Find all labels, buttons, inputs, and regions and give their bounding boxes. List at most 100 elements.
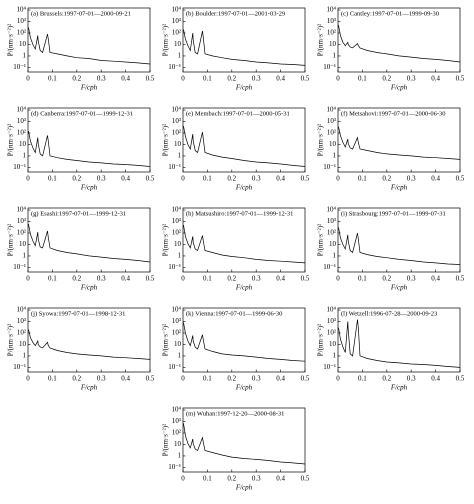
y-tick-label: 1	[23, 252, 27, 260]
x-tick-label: 0.2	[72, 375, 81, 383]
y-tick-label: 10²	[327, 229, 336, 237]
x-tick-label: 0	[181, 175, 185, 183]
x-tick-label: 0.1	[203, 375, 212, 383]
x-tick-label: 0.1	[203, 75, 212, 83]
x-tick-label: 0.5	[301, 175, 310, 183]
y-axis-label: P/(nm·s⁻²)²	[7, 324, 15, 356]
x-tick-label: 0.3	[97, 175, 106, 183]
y-tick-label: 10	[174, 440, 182, 448]
y-tick-label: 10⁴	[172, 6, 182, 14]
plot-frame	[27, 207, 151, 273]
x-tick-label: 0.1	[48, 375, 57, 383]
y-tick-label: 1	[178, 252, 182, 260]
y-tick-label: 10³	[327, 17, 336, 25]
x-tick-label: 0	[336, 75, 340, 83]
y-tick-label: 10⁴	[327, 6, 337, 14]
x-axis-label: F/cph	[235, 484, 253, 492]
y-tick-label: 10⁻¹	[323, 263, 336, 271]
spectrum-line	[28, 224, 151, 263]
y-tick-label: 10²	[17, 129, 26, 137]
panel-title: (h) Matsushiro:1997-07-01—1999-12-31	[186, 210, 293, 217]
y-tick-label: 10²	[327, 329, 336, 337]
spectrum-line	[338, 24, 461, 63]
x-tick-label: 0.4	[121, 175, 130, 183]
y-tick-label: 10⁻¹	[323, 363, 336, 371]
spectrum-line	[28, 27, 151, 65]
x-tick-label: 0.4	[121, 75, 130, 83]
x-axis-label: F/cph	[390, 84, 408, 92]
plot-frame	[337, 7, 461, 73]
x-tick-label: 0	[26, 275, 30, 283]
y-tick-label: 10	[329, 240, 337, 248]
plot-frame	[182, 7, 306, 73]
x-tick-label: 0.1	[48, 175, 57, 183]
y-tick-label: 10²	[17, 229, 26, 237]
y-tick-label: 10⁻¹	[13, 163, 26, 171]
y-tick-label: 10³	[172, 417, 181, 425]
spectrum-line	[183, 224, 306, 264]
x-tick-label: 0.2	[382, 75, 391, 83]
y-tick-label: 10	[19, 40, 27, 48]
x-axis-label: F/cph	[235, 384, 253, 392]
y-tick-label: 10⁻¹	[168, 263, 181, 271]
y-axis-label: P/(nm·s⁻²)²	[317, 124, 325, 156]
y-tick-label: 10³	[172, 17, 181, 25]
y-tick-label: 10³	[327, 217, 336, 225]
x-tick-label: 0.4	[276, 275, 285, 283]
x-axis-label: F/cph	[80, 84, 98, 92]
panel-title: (a) Brussels:1997-07-01—2000-09-21	[31, 10, 131, 17]
y-tick-label: 1	[23, 152, 27, 160]
x-tick-label: 0.4	[431, 75, 440, 83]
x-tick-label: 0.3	[252, 175, 261, 183]
x-tick-label: 0.5	[146, 175, 155, 183]
x-tick-label: 0.1	[203, 175, 212, 183]
x-tick-label: 0	[26, 175, 30, 183]
panel-title: (e) Membach:1997-07-01—2000-05-31	[186, 110, 290, 117]
plot-frame	[182, 307, 306, 373]
spectrum-line	[28, 130, 151, 167]
x-tick-label: 0.2	[382, 275, 391, 283]
y-tick-label: 1	[178, 152, 182, 160]
y-tick-label: 1	[333, 252, 337, 260]
spectrum-line	[183, 29, 306, 66]
x-tick-label: 0.1	[358, 275, 367, 283]
y-tick-label: 10⁴	[172, 306, 182, 314]
x-tick-label: 0.1	[203, 475, 212, 483]
x-tick-label: 0	[336, 175, 340, 183]
y-tick-label: 10⁴	[327, 306, 337, 314]
y-axis-label: P/(nm·s⁻²)²	[7, 24, 15, 56]
x-tick-label: 0.2	[72, 175, 81, 183]
y-tick-label: 10³	[17, 17, 26, 25]
y-axis-label: P/(nm·s⁻²)²	[162, 224, 170, 256]
x-axis-label: F/cph	[80, 184, 98, 192]
x-axis-label: F/cph	[390, 284, 408, 292]
y-tick-label: 10	[174, 340, 182, 348]
x-axis-label: F/cph	[235, 284, 253, 292]
y-tick-label: 10⁴	[17, 6, 27, 14]
plot-frame	[337, 207, 461, 273]
y-axis-label: P/(nm·s⁻²)²	[162, 324, 170, 356]
y-tick-label: 10²	[172, 29, 181, 37]
y-axis-label: P/(nm·s⁻²)²	[7, 224, 15, 256]
x-tick-label: 0.3	[252, 375, 261, 383]
x-axis-label: F/cph	[390, 184, 408, 192]
y-tick-label: 1	[178, 352, 182, 360]
y-tick-label: 10⁴	[327, 106, 337, 114]
x-tick-label: 0	[336, 275, 340, 283]
spectrum-line	[338, 319, 461, 368]
y-tick-label: 10³	[172, 317, 181, 325]
y-axis-label: P/(nm·s⁻²)²	[317, 324, 325, 356]
x-tick-label: 0.2	[227, 75, 236, 83]
y-tick-label: 10⁻¹	[168, 463, 181, 471]
y-tick-label: 10⁴	[172, 406, 182, 414]
x-tick-label: 0.2	[382, 175, 391, 183]
panel-title: (b) Boulder:1997-07-01—2001-03-29	[186, 10, 285, 17]
plot-frame	[182, 207, 306, 273]
x-tick-label: 0.5	[456, 275, 465, 283]
y-tick-label: 10⁴	[17, 206, 27, 214]
x-tick-label: 0.5	[301, 475, 310, 483]
x-tick-label: 0.5	[301, 75, 310, 83]
x-tick-label: 0.5	[146, 375, 155, 383]
x-tick-label: 0.5	[456, 75, 465, 83]
x-tick-label: 0.3	[407, 275, 416, 283]
